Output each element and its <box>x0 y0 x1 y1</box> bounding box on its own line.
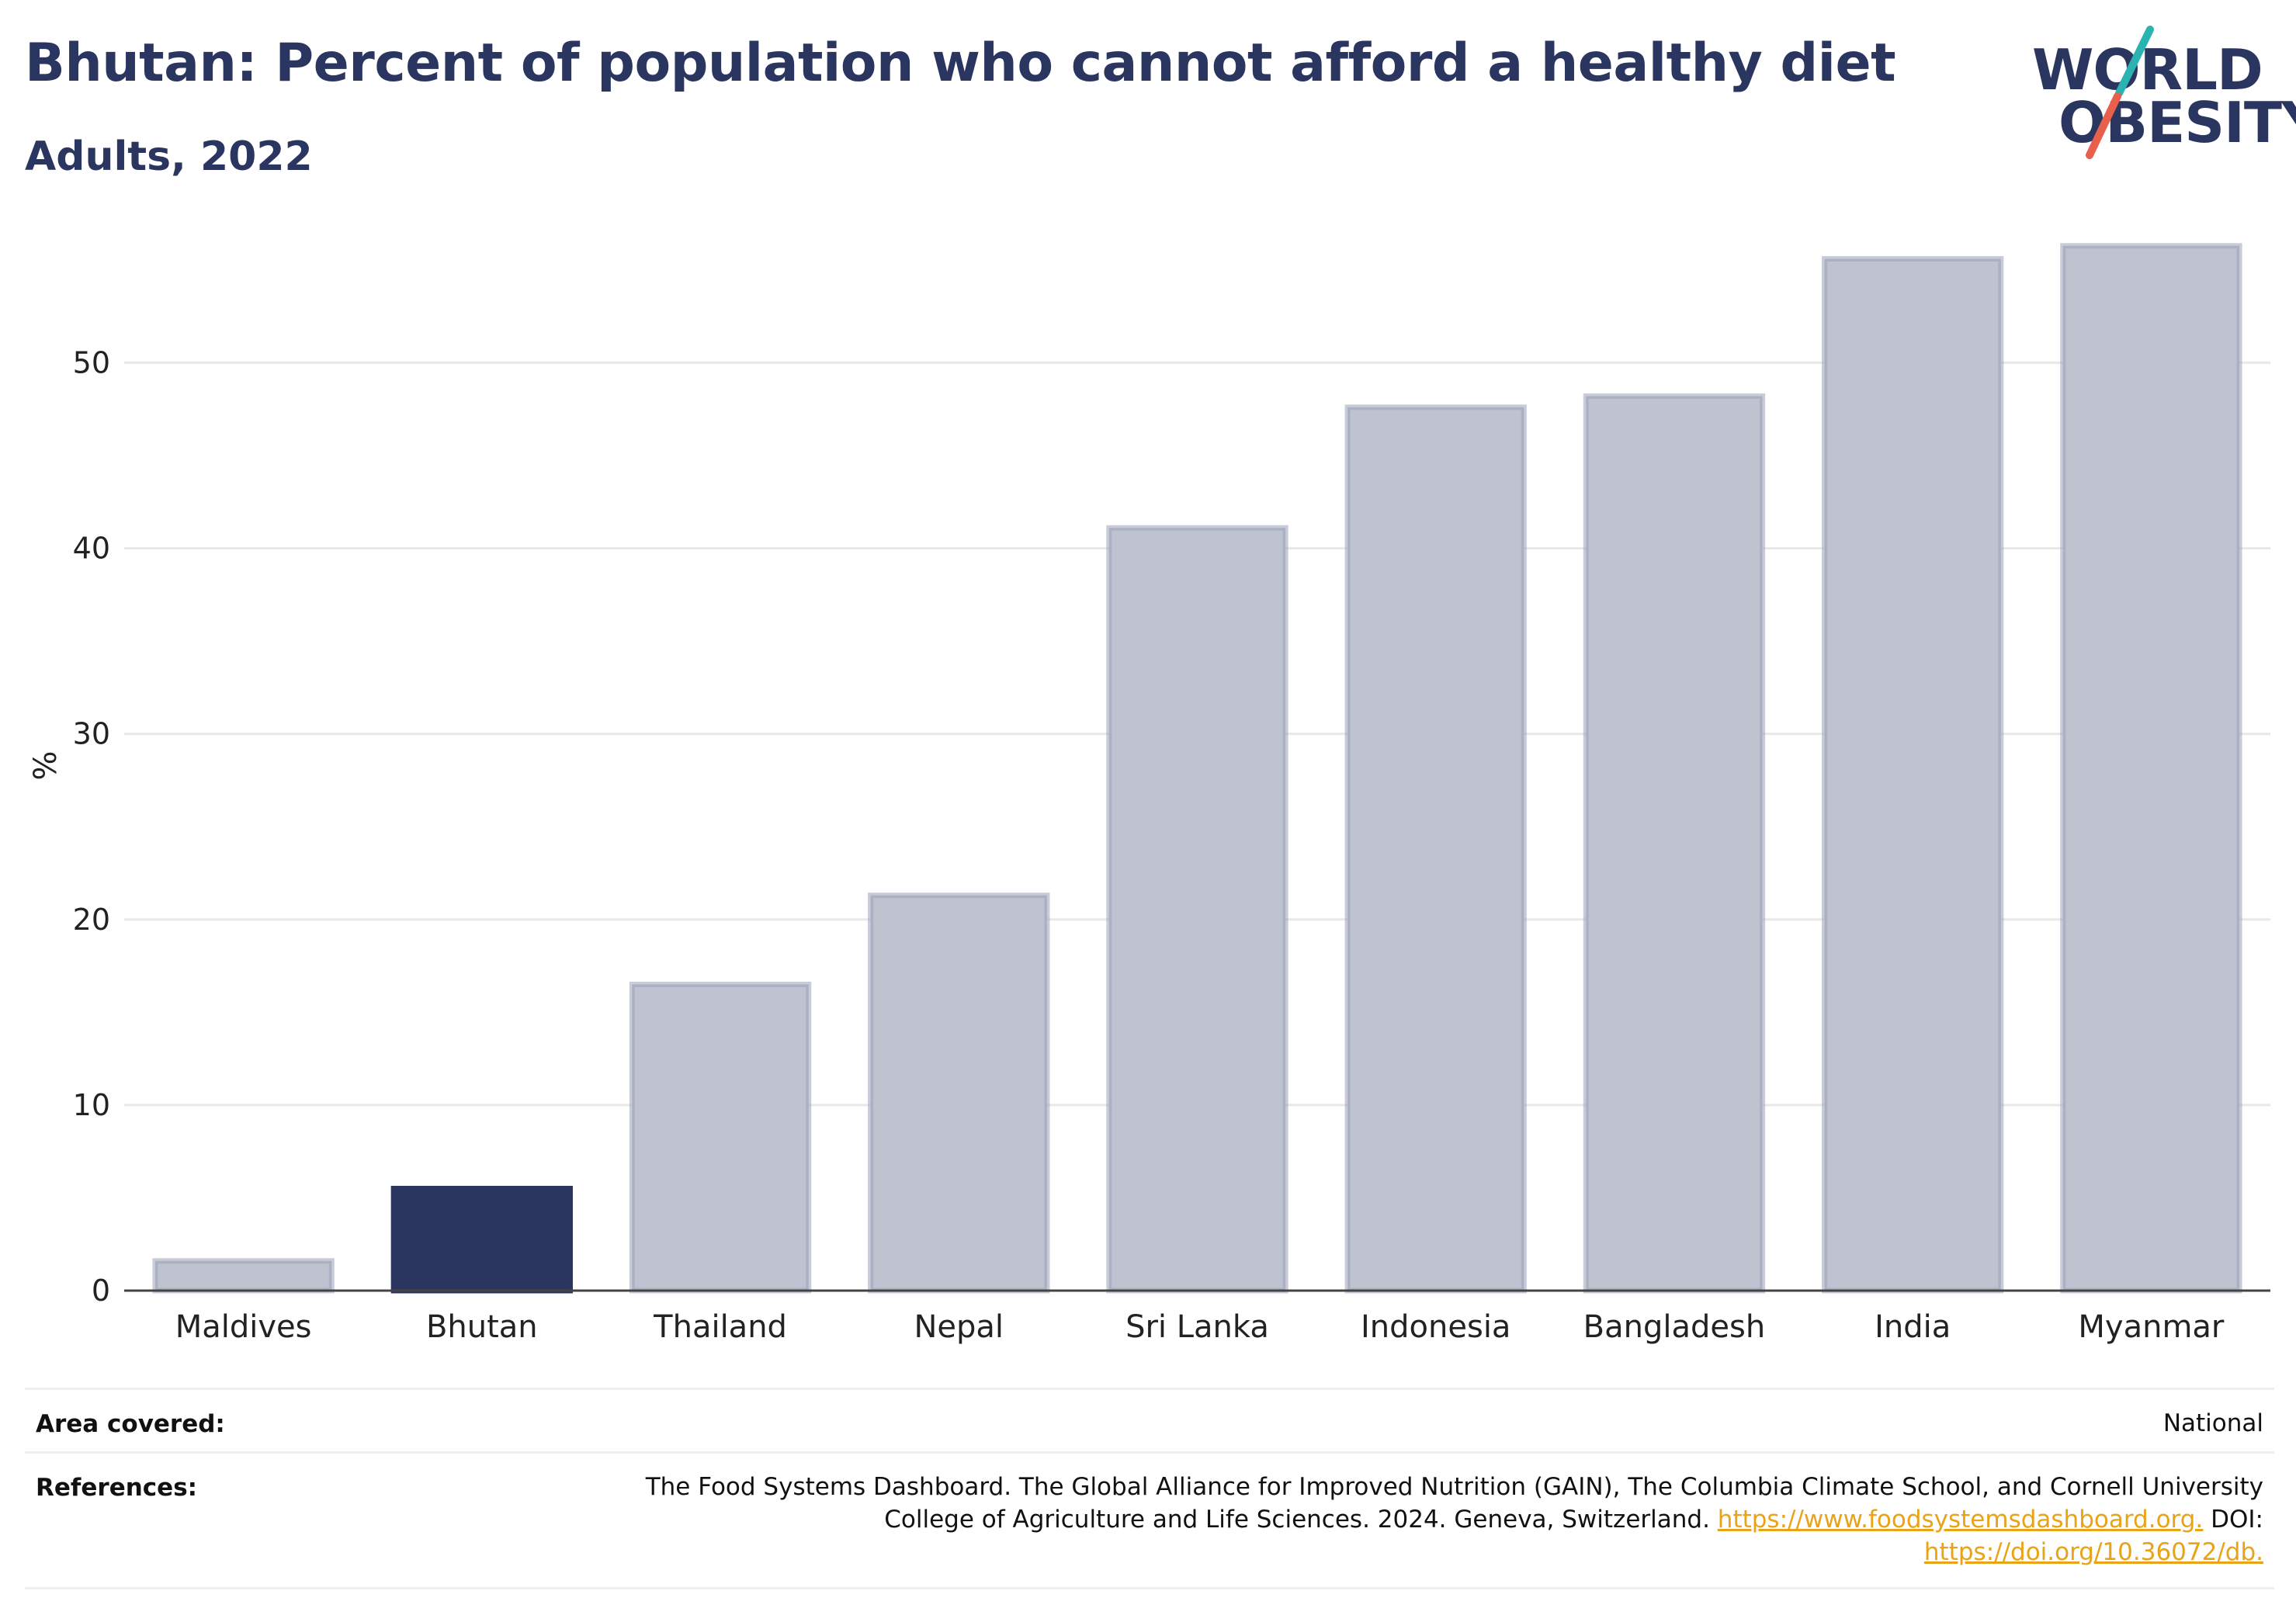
logo-text-line1: WORLD <box>2032 37 2263 102</box>
x-tick-label-india: India <box>1875 1309 1951 1345</box>
x-tick-label-bangladesh: Bangladesh <box>1583 1309 1766 1345</box>
bar-thailand <box>629 981 812 1294</box>
footer-ref-line2: College of Agriculture and Life Sciences… <box>478 1503 2263 1536</box>
footer-ref-line3: https://doi.org/10.36072/db. <box>478 1536 2263 1568</box>
x-tick-label-nepal: Nepal <box>914 1309 1004 1345</box>
logo-slash-icon <box>2086 26 2154 159</box>
x-tick-label-bhutan: Bhutan <box>426 1309 538 1345</box>
bar-sri-lanka <box>1106 525 1288 1294</box>
y-tick-label-0: 0 <box>92 1274 110 1308</box>
bar-indonesia <box>1344 404 1527 1294</box>
footer-area-value: National <box>2162 1409 2263 1437</box>
bar-bangladesh <box>1583 393 1766 1294</box>
y-tick-label-50: 50 <box>73 345 110 380</box>
x-tick-label-sri-lanka: Sri Lanka <box>1125 1309 1269 1345</box>
x-tick-label-indonesia: Indonesia <box>1361 1309 1510 1345</box>
bar-nepal <box>868 892 1050 1294</box>
footer-area-key: Area covered: <box>36 1410 225 1438</box>
chart-subtitle: Adults, 2022 <box>25 133 313 180</box>
bar-myanmar <box>2060 243 2242 1294</box>
footer-ref-line1: The Food Systems Dashboard. The Global A… <box>645 1473 2263 1501</box>
footer-row-area: Area covered: National <box>25 1388 2274 1454</box>
footer-ref-value: The Food Systems Dashboard. The Global A… <box>478 1471 2263 1568</box>
footer-ref-doi-label: DOI: <box>2211 1506 2263 1534</box>
world-obesity-logo: WORLD OBESITY <box>2018 22 2296 169</box>
y-tick-label-30: 30 <box>73 717 110 751</box>
y-tick-label-40: 40 <box>73 532 110 566</box>
bar-india <box>1821 255 2004 1294</box>
bar-bhutan <box>390 1185 574 1294</box>
x-tick-label-maldives: Maldives <box>175 1309 312 1345</box>
y-tick-label-20: 20 <box>73 903 110 937</box>
bar-chart: 0 10 20 30 40 50% Maldives Bhutan Thailand Nepal S… <box>28 243 2270 1345</box>
y-axis-title: % <box>28 750 64 780</box>
footer-ref-key: References: <box>36 1474 198 1502</box>
bar-maldives <box>152 1258 335 1294</box>
footer-ref-link-doi[interactable]: https://doi.org/10.36072/db. <box>1923 1538 2263 1566</box>
footer-row-references: References: The Food Systems Dashboard. … <box>25 1451 2274 1589</box>
footer-ref-text2: College of Agriculture and Life Sciences… <box>884 1506 1710 1534</box>
x-tick-label-thailand: Thailand <box>653 1309 787 1345</box>
chart-title: Bhutan: Percent of population who cannot… <box>25 33 1896 94</box>
x-tick-label-myanmar: Myanmar <box>2078 1309 2225 1345</box>
y-tick-label-10: 10 <box>73 1088 110 1122</box>
footer-ref-link-dashboard[interactable]: https://www.foodsystemsdashboard.org. <box>1717 1506 2204 1534</box>
